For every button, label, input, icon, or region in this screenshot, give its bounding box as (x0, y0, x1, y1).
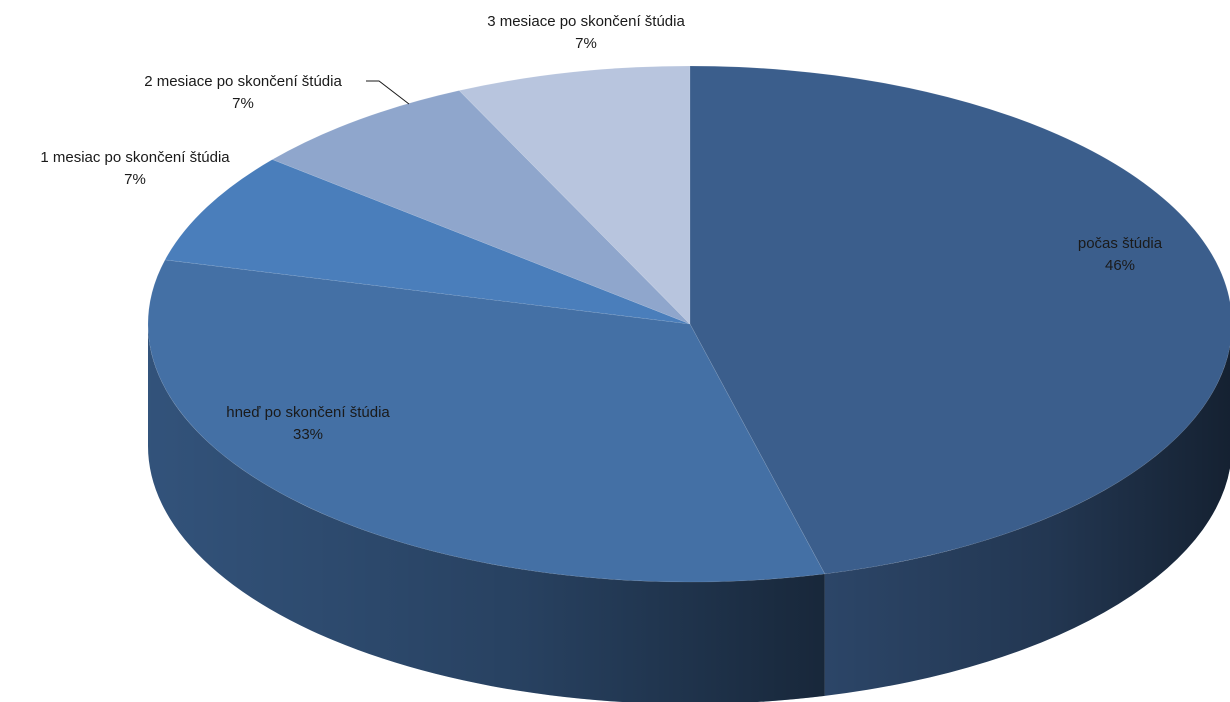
pie-slice-slice-1 (147, 259, 826, 583)
slice-label-value-0: 46% (1105, 257, 1135, 274)
slice-label-name-3: 2 mesiace po skončení štúdia (144, 73, 342, 90)
pie-slice-slice-0 (689, 65, 1230, 575)
pie-slice-slice-3 (271, 90, 691, 325)
pie-slice-slice-2 (164, 159, 691, 325)
slice-labels: počas štúdia 46% hneď po skončení štúdia 33… (40, 13, 1162, 443)
slice-label-value-2: 7% (124, 171, 146, 188)
pie-tops (147, 65, 1230, 583)
slice-label-value-4: 7% (575, 35, 597, 52)
leader-line-slice-3 (366, 80, 410, 105)
slice-label-value-1: 33% (293, 426, 323, 443)
pie-side-shading-slice-0 (824, 345, 1230, 696)
slice-label-name-0: počas štúdia (1078, 235, 1163, 252)
pie-side-shading-slice-1 (148, 324, 825, 702)
pie-sides (148, 324, 1230, 702)
slice-label-name-2: 1 mesiac po skončení štúdia (40, 149, 230, 166)
pie-slice-slice-4 (458, 65, 691, 325)
slice-label-name-1: hneď po skončení štúdia (226, 404, 390, 421)
leader-lines (366, 80, 410, 105)
slice-label-name-4: 3 mesiace po skončení štúdia (487, 13, 685, 30)
slice-label-value-3: 7% (232, 95, 254, 112)
